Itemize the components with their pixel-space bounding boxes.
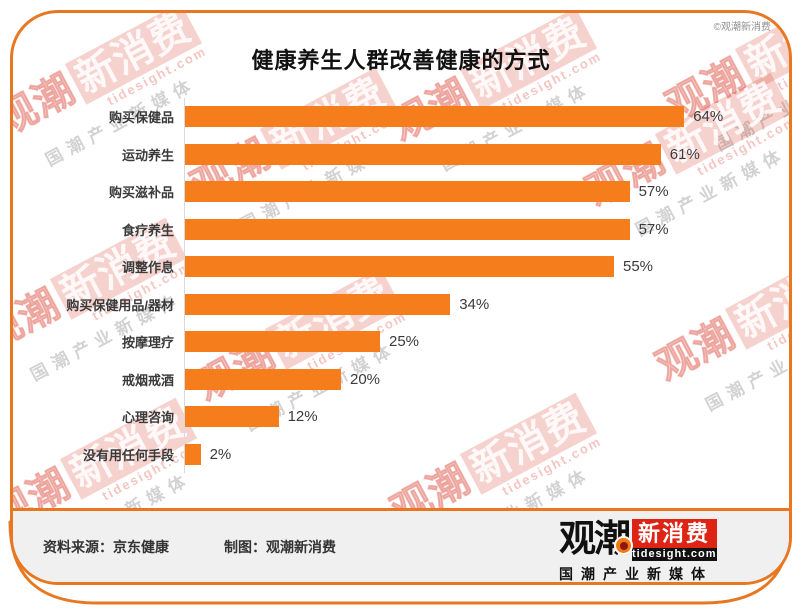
bar-value: 55% [623, 258, 654, 276]
bar-value: 57% [638, 183, 669, 201]
bar-track: 64% [184, 98, 789, 136]
bar-row: 运动养生 61% [13, 135, 789, 173]
bar-track: 12% [184, 398, 789, 436]
bar-track: 34% [184, 285, 789, 323]
bar-row: 按摩理疗 25% [13, 323, 789, 361]
copyright-note: ©观潮新消费 [713, 22, 771, 33]
bar [185, 218, 630, 240]
bar-rows: 购买保健品 64% 运动养生 61% 购买滋补品 57% 食疗养生 57% 调整作息 55% 购买保… [13, 98, 789, 473]
bar-chart: 购买保健品 64% 运动养生 61% 购买滋补品 57% 食疗养生 57% 调整作息 55% 购买保… [13, 98, 789, 473]
footer-text: 资料来源：京东健康 制图：观潮新消费 [43, 537, 336, 557]
source-label: 资料来源：京东健康 [43, 538, 169, 555]
bar-track: 57% [184, 210, 789, 248]
bar-track: 20% [184, 360, 789, 398]
bar [185, 406, 279, 428]
bar-row: 心理咨询 12% [13, 398, 789, 436]
bar-value: 57% [638, 220, 669, 238]
bar-label: 购买保健用品/器材 [66, 297, 174, 313]
bar-label: 食疗养生 [121, 222, 174, 238]
bar-row: 没有用任何手段 2% [13, 435, 789, 473]
bar [185, 293, 451, 315]
brand-logo: 观潮 新消费 tidesight.com 国潮产业新媒体 [559, 519, 749, 582]
bar-label: 购买保健品 [108, 110, 174, 126]
bar [185, 331, 380, 353]
bar-label: 戒烟戒酒 [121, 372, 174, 388]
chart-card: 观潮新消费tidesight.com国潮产业新媒体观潮新消费tidesight.… [10, 10, 792, 585]
brand-logo-boxed-text: 新消费 [632, 519, 717, 548]
chart-title: 健康养生人群改善健康的方式 [251, 48, 551, 73]
bar [185, 256, 614, 278]
bar-value: 34% [459, 295, 490, 313]
credit-label: 制图：观潮新消费 [224, 538, 336, 555]
bar-value: 12% [287, 408, 318, 426]
bar [185, 443, 201, 465]
bar-label: 没有用任何手段 [82, 447, 174, 463]
brand-logo-top: 观潮 新消费 tidesight.com [559, 519, 749, 561]
bar-value: 61% [669, 145, 700, 163]
bar-value: 25% [389, 333, 420, 351]
brand-logo-tagline: 国潮产业新媒体 [559, 566, 713, 582]
bar-label: 运动养生 [121, 147, 174, 163]
bar-label: 调整作息 [121, 260, 174, 276]
bar [185, 143, 661, 165]
bar-row: 食疗养生 57% [13, 210, 789, 248]
brand-logo-name: 观潮 [559, 519, 633, 561]
footer: 资料来源：京东健康 制图：观潮新消费 观潮 新消费 tidesight.com … [13, 508, 789, 582]
bar-row: 购买保健用品/器材 34% [13, 285, 789, 323]
bar-row: 调整作息 55% [13, 248, 789, 286]
bar-label: 按摩理疗 [121, 335, 174, 351]
bar-row: 戒烟戒酒 20% [13, 360, 789, 398]
bar-track: 2% [184, 435, 789, 473]
bar-track: 61% [184, 135, 789, 173]
bar-track: 25% [184, 323, 789, 361]
bar-value: 20% [350, 370, 381, 388]
bar-label: 心理咨询 [121, 410, 174, 426]
bar-value: 2% [209, 445, 232, 463]
bar-value: 64% [693, 108, 724, 126]
bar-row: 购买滋补品 57% [13, 173, 789, 211]
bar-track: 57% [184, 173, 789, 211]
bar [185, 106, 685, 128]
bar-row: 购买保健品 64% [13, 98, 789, 136]
brand-logo-right: 新消费 tidesight.com [632, 519, 717, 561]
brand-logo-domain: tidesight.com [632, 548, 717, 561]
bar-label: 购买滋补品 [108, 185, 174, 201]
bar [185, 368, 341, 390]
camera-lens-icon [614, 536, 633, 555]
bar-track: 55% [184, 248, 789, 286]
bar [185, 181, 630, 203]
